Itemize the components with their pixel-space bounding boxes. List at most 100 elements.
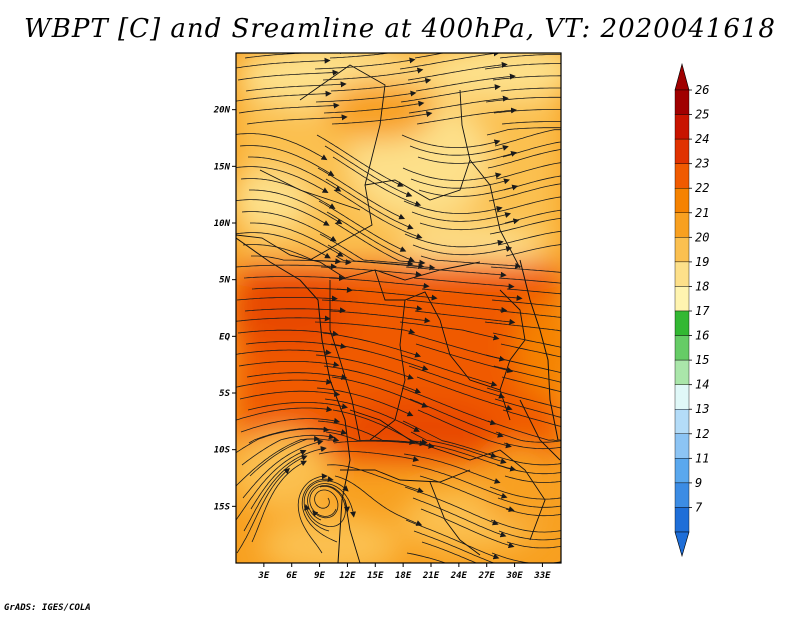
streamline <box>504 475 561 483</box>
lat-tick-label: 10S <box>214 446 231 456</box>
streamline <box>413 530 495 563</box>
streamline <box>236 426 330 454</box>
streamline <box>239 390 341 400</box>
streamline <box>236 90 332 102</box>
streamline <box>416 376 513 411</box>
streamline <box>333 440 435 449</box>
colorbar-segment <box>674 261 690 287</box>
colorbar-segment <box>674 188 690 213</box>
streamline <box>497 497 561 508</box>
colorbar-segment <box>674 384 690 410</box>
streamline <box>505 244 561 257</box>
colorbar-label: 9 <box>695 476 702 490</box>
colorbar-label: 11 <box>695 451 709 465</box>
streamline <box>246 372 348 380</box>
streamline <box>321 299 423 312</box>
longitude-axis: 3E 6E 9E 12E 15E 18E 21E 24E 27E 30E 33E <box>257 563 551 581</box>
streamline <box>421 288 523 301</box>
streamline <box>399 53 500 70</box>
streamline <box>487 420 561 441</box>
colorbar-segment <box>674 237 690 263</box>
streamline <box>245 81 347 92</box>
streamline <box>309 485 350 517</box>
streamline <box>490 519 561 533</box>
colorbar-segment <box>674 138 690 164</box>
streamline <box>331 111 433 125</box>
colorbar-label: 12 <box>695 427 709 441</box>
colorbar-segment <box>674 458 690 484</box>
streamline <box>301 476 338 543</box>
colorbar-label: 20 <box>695 230 709 244</box>
colorbar-segment <box>674 335 690 361</box>
lon-tick-label: 18E <box>395 571 412 581</box>
streamline <box>404 233 504 248</box>
streamline <box>416 107 517 125</box>
streamline <box>237 69 339 81</box>
streamline <box>411 464 508 499</box>
colorbar-min-arrow <box>674 531 690 558</box>
lon-tick-label: 15E <box>367 571 384 581</box>
lon-tick-label: 33E <box>533 571 551 581</box>
lon-tick-label: 9E <box>314 571 325 581</box>
streamline <box>330 343 429 371</box>
colorbar-label: 24 <box>695 132 709 146</box>
lon-tick-label: 6E <box>286 571 297 581</box>
streamline <box>485 354 561 374</box>
streamline <box>491 299 561 308</box>
streamline <box>420 508 515 549</box>
streamline <box>403 453 501 484</box>
streamline <box>236 263 337 270</box>
streamline <box>312 489 339 519</box>
streamline <box>315 354 414 380</box>
streamline <box>406 299 508 314</box>
streamline <box>418 184 519 197</box>
streamline <box>415 343 514 374</box>
streamline <box>249 189 343 225</box>
streamline <box>239 145 335 177</box>
streamline <box>331 376 429 408</box>
streamline <box>406 552 447 563</box>
streamline <box>236 406 333 421</box>
streamline <box>332 156 422 207</box>
streamline <box>496 464 561 475</box>
streamline <box>322 67 424 81</box>
streamline <box>499 54 561 59</box>
colorbar-label: 21 <box>695 206 709 220</box>
streamline <box>314 321 416 335</box>
colorbar-label: 25 <box>695 108 709 122</box>
streamline <box>319 233 414 267</box>
streamline <box>240 417 341 433</box>
lon-tick-label: 27E <box>478 571 496 581</box>
streamline <box>501 121 561 125</box>
streamline <box>485 96 561 103</box>
colorbar-segment <box>674 359 690 385</box>
streamline <box>414 310 516 325</box>
streamline <box>318 450 420 462</box>
streamline <box>484 321 561 332</box>
streamline <box>486 387 561 409</box>
streamline <box>334 222 426 266</box>
streamline <box>316 387 414 417</box>
streamline <box>403 200 503 214</box>
streamline <box>501 376 561 393</box>
lat-tick-label: 20N <box>213 106 231 116</box>
lon-tick-label: 3E <box>257 571 269 581</box>
streamline <box>325 178 414 230</box>
lat-tick-label: EQ <box>219 332 230 342</box>
lon-tick-label: 30E <box>505 571 523 581</box>
streamline <box>410 178 510 189</box>
streamline <box>493 109 561 114</box>
streamline <box>334 475 423 526</box>
colorbar-segment <box>674 114 690 140</box>
colorbar-segment <box>674 310 690 336</box>
streamline <box>493 365 561 383</box>
colorbar-label: 18 <box>695 279 709 293</box>
streamline <box>415 73 516 92</box>
streamline <box>236 378 333 388</box>
streamline <box>307 483 357 521</box>
streamline <box>246 114 348 125</box>
streamline <box>242 439 324 499</box>
streamline <box>503 442 561 450</box>
streamline <box>405 266 507 278</box>
streamline <box>503 175 561 191</box>
